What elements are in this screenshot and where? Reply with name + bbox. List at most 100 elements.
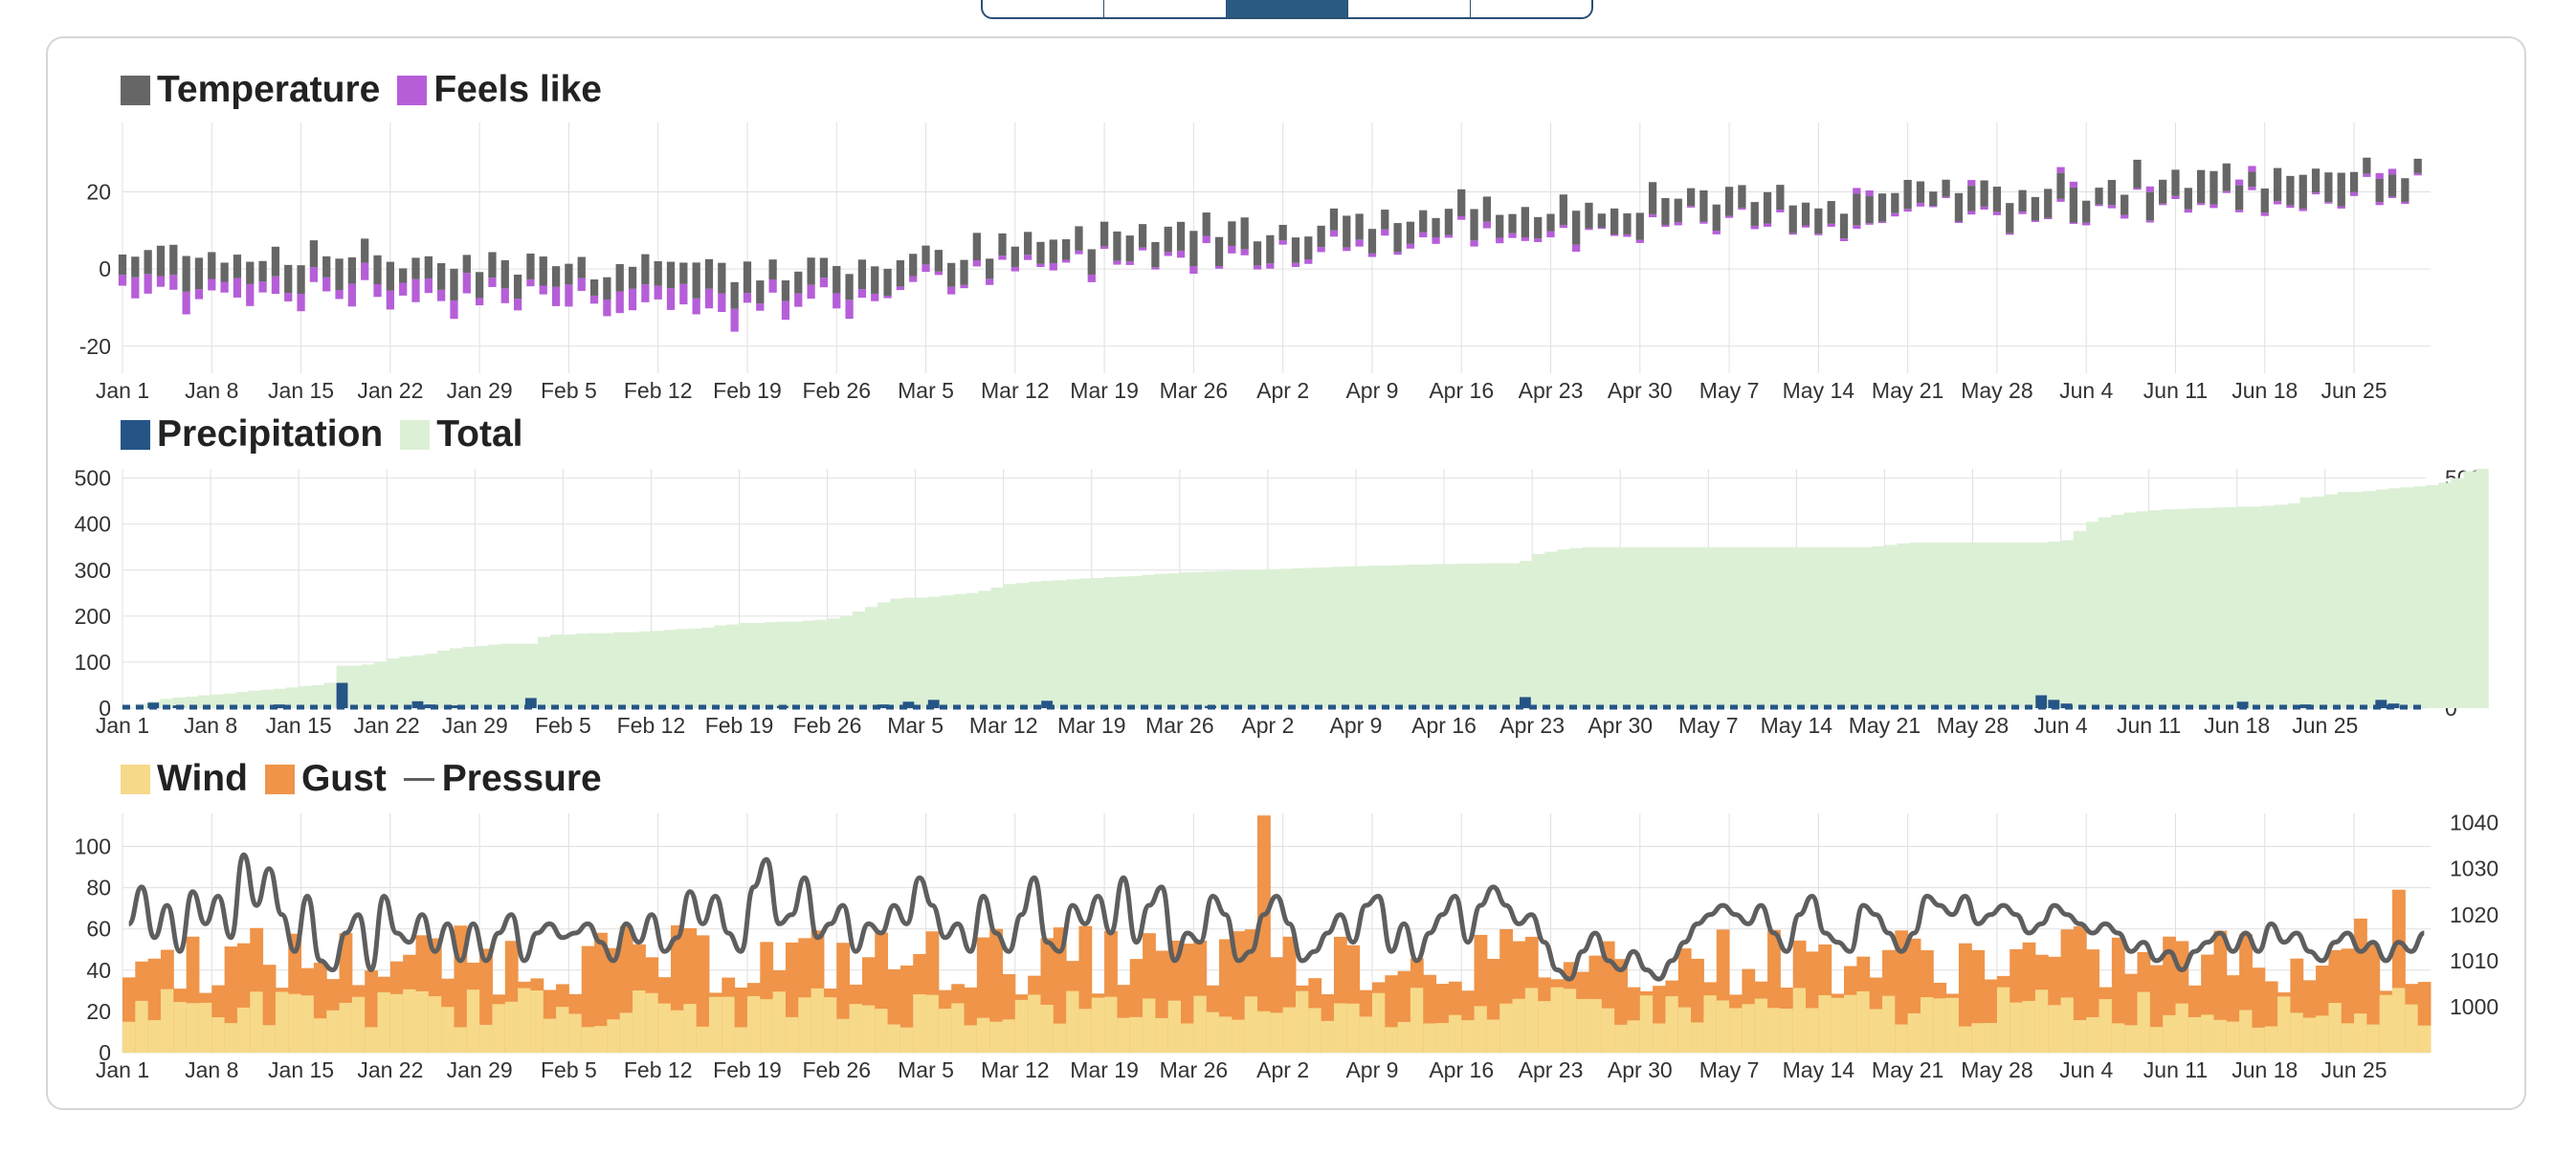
precipitation-bar: [2387, 703, 2400, 708]
feels-like-bar: [1406, 243, 1415, 249]
feels-like-bar: [475, 298, 484, 306]
precipitation-bar: [2236, 701, 2249, 708]
feels-like-bar: [2311, 192, 2321, 195]
wind-bar: [236, 1007, 251, 1053]
wind-bar: [823, 997, 837, 1053]
precipitation-bar: [1205, 705, 1216, 708]
feels-like-bar: [1291, 262, 1300, 268]
temperature-bar: [909, 254, 918, 277]
temperature-bar: [704, 258, 714, 289]
temperature-bar: [2210, 170, 2218, 205]
prec-y-tick-left: 300: [75, 558, 111, 583]
temp-x-tick: Jun 11: [2143, 378, 2208, 403]
temperature-bar: [1010, 246, 1019, 267]
feels-like-bar: [1661, 224, 1670, 228]
temperature-bar: [1164, 226, 1172, 253]
legend-temperature[interactable]: Temperature: [121, 69, 380, 111]
temp-x-tick: May 28: [1961, 378, 2032, 403]
temperature-bar: [577, 256, 586, 278]
legend-wind[interactable]: Wind: [121, 758, 248, 800]
wind-bar: [147, 1020, 162, 1053]
temperature-bar: [1661, 197, 1670, 225]
legend-pressure[interactable]: Pressure: [403, 758, 602, 800]
temperature-bar: [2044, 189, 2053, 218]
temperature-bar: [666, 261, 676, 289]
wind-x-tick: May 21: [1872, 1057, 1943, 1082]
wind-bar: [1818, 994, 1832, 1053]
view-tab-2[interactable]: [1104, 0, 1227, 17]
wind-bar: [1639, 995, 1654, 1053]
feels-like-bar: [2082, 222, 2091, 226]
wind-bar: [275, 991, 289, 1053]
wind-bar: [938, 1009, 952, 1053]
wind-bar: [313, 1018, 327, 1053]
temperature-bar: [718, 262, 726, 294]
feels-like-bar: [399, 282, 408, 296]
temperature-bar: [1049, 239, 1057, 263]
gust-bar: [1257, 815, 1271, 1053]
feels-like-bar: [500, 288, 509, 303]
feels-like-bar: [781, 300, 790, 321]
temperature-bar: [1992, 187, 2002, 212]
feels-like-bar: [2248, 187, 2256, 190]
wind-bar: [1907, 1012, 1921, 1053]
wind-bar: [1371, 992, 1386, 1053]
feels-like-bar: [2387, 196, 2397, 198]
wind-bar: [2379, 994, 2393, 1053]
wind-bar: [2111, 1023, 2125, 1053]
feels-like-bar: [526, 278, 535, 287]
gust-bar: [696, 935, 710, 1053]
feels-like-bar: [883, 295, 892, 299]
wind-bar: [1219, 1016, 1232, 1053]
wind-x-tick: Jan 22: [357, 1057, 423, 1082]
wind-x-tick: Apr 23: [1519, 1057, 1584, 1082]
gust-swatch: [264, 764, 295, 794]
temp-y-tick: 20: [86, 180, 111, 205]
temperature-bar: [603, 277, 611, 300]
temperature-bar: [1457, 189, 1466, 216]
temperature-bar: [589, 278, 599, 296]
wind-bar: [428, 996, 442, 1053]
legend-total[interactable]: Total: [400, 413, 522, 456]
temperature-bar: [1151, 241, 1160, 268]
feels-like-bar: [1214, 266, 1224, 269]
wind-bar: [1499, 1003, 1514, 1053]
feels-like-bar: [2363, 173, 2371, 177]
temperature-bar: [437, 263, 446, 290]
view-tab-3[interactable]: [1226, 0, 1349, 17]
wind-bar: [1920, 997, 1934, 1053]
temp-x-tick: Jun 4: [2059, 378, 2113, 403]
temperature-bar: [271, 246, 280, 277]
temperature-bar: [2298, 174, 2307, 209]
legend-gust[interactable]: Gust: [264, 758, 387, 800]
legend-precipitation[interactable]: Precipitation: [121, 413, 383, 456]
view-tab-1[interactable]: [983, 0, 1105, 17]
prec-y-tick-left: 500: [75, 466, 111, 491]
wind-bar: [2213, 1019, 2228, 1053]
temperature-bar: [2018, 189, 2027, 212]
legend-feels-like[interactable]: Feels like: [397, 69, 602, 111]
wind-bar: [504, 1001, 519, 1053]
temperature-legend: Temperature Feels like: [121, 69, 619, 111]
temperature-bar: [1585, 202, 1593, 229]
temperature-bar: [1304, 236, 1313, 260]
view-tab-4[interactable]: [1348, 0, 1471, 17]
wind-bar: [1576, 998, 1589, 1053]
wind-bar: [1129, 1016, 1144, 1053]
feels-like-bar: [2375, 202, 2384, 206]
wind-bar: [351, 996, 366, 1053]
temperature-bar: [475, 272, 484, 299]
wind-bar: [645, 992, 659, 1053]
wind-x-tick: Mar 26: [1160, 1057, 1229, 1082]
feels-like-bar: [819, 278, 829, 288]
wind-x-tick: May 28: [1961, 1057, 2032, 1082]
temperature-bar: [807, 257, 815, 285]
wind-x-tick: Mar 12: [981, 1057, 1050, 1082]
wind-x-tick: Apr 2: [1256, 1057, 1309, 1082]
temperature-bar: [1278, 224, 1287, 241]
wind-x-tick: May 7: [1699, 1057, 1760, 1082]
wind-bar: [1193, 995, 1208, 1053]
feels-like-bar: [1010, 266, 1019, 272]
wind-bar: [1665, 996, 1679, 1053]
wind-bar: [1933, 998, 1947, 1053]
